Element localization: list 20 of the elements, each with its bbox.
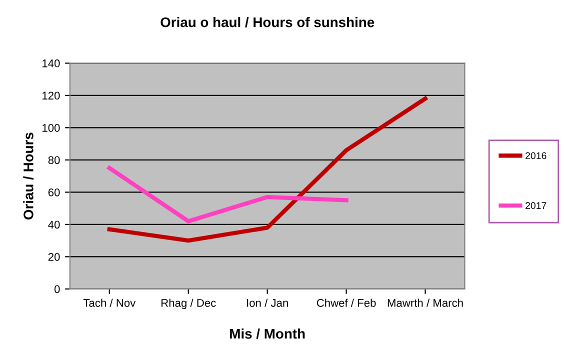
- x-axis-title: Mis / Month: [230, 328, 305, 339]
- y-axis-title: Oriau / Hours: [23, 132, 34, 220]
- y-tick-label: 40: [48, 220, 60, 229]
- line-series: [107, 166, 348, 224]
- y-tick-label: 100: [42, 124, 60, 132]
- y-tick-label: 140: [42, 59, 60, 68]
- y-tick-label: 20: [48, 252, 60, 261]
- x-tick-label: Tach / Nov: [83, 298, 136, 307]
- chart-title: Oriau o haul / Hours of sunshine: [160, 16, 374, 28]
- x-tick-label: Mawrth / March: [388, 298, 463, 307]
- line-series: [107, 96, 428, 243]
- x-tick-label: Ion / Jan: [247, 298, 288, 307]
- legend-label: 2016: [526, 152, 546, 160]
- y-tick-label: 80: [48, 156, 60, 164]
- x-tick-label: Rhag / Dec: [162, 298, 216, 310]
- y-tick-label: 0: [54, 285, 60, 294]
- x-tick-label: Chwef / Feb: [316, 298, 376, 307]
- y-tick-label: 60: [48, 188, 60, 196]
- y-tick-label: 120: [42, 92, 60, 100]
- legend-label: 2017: [526, 202, 546, 210]
